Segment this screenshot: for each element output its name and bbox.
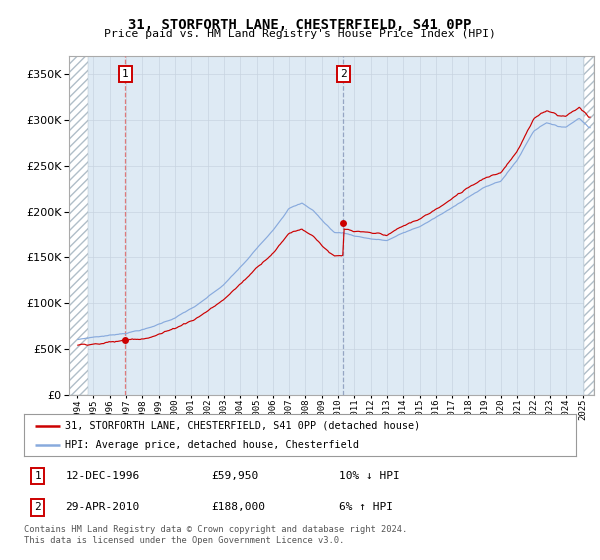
Bar bbox=[584, 56, 594, 395]
Text: 10% ↓ HPI: 10% ↓ HPI bbox=[338, 471, 400, 481]
Text: 2: 2 bbox=[340, 69, 347, 80]
Text: 31, STORFORTH LANE, CHESTERFIELD, S41 0PP: 31, STORFORTH LANE, CHESTERFIELD, S41 0P… bbox=[128, 18, 472, 32]
Text: 29-APR-2010: 29-APR-2010 bbox=[65, 502, 140, 512]
Text: 1: 1 bbox=[34, 471, 41, 481]
Text: £59,950: £59,950 bbox=[212, 471, 259, 481]
Text: 1: 1 bbox=[122, 69, 129, 80]
Text: HPI: Average price, detached house, Chesterfield: HPI: Average price, detached house, Ches… bbox=[65, 440, 359, 450]
Bar bbox=[69, 56, 88, 395]
Text: £188,000: £188,000 bbox=[212, 502, 266, 512]
Text: Contains HM Land Registry data © Crown copyright and database right 2024.
This d: Contains HM Land Registry data © Crown c… bbox=[24, 525, 407, 545]
Text: 31, STORFORTH LANE, CHESTERFIELD, S41 0PP (detached house): 31, STORFORTH LANE, CHESTERFIELD, S41 0P… bbox=[65, 421, 421, 431]
Text: 2: 2 bbox=[34, 502, 41, 512]
Text: Price paid vs. HM Land Registry's House Price Index (HPI): Price paid vs. HM Land Registry's House … bbox=[104, 29, 496, 39]
Text: 6% ↑ HPI: 6% ↑ HPI bbox=[338, 502, 392, 512]
Text: 12-DEC-1996: 12-DEC-1996 bbox=[65, 471, 140, 481]
